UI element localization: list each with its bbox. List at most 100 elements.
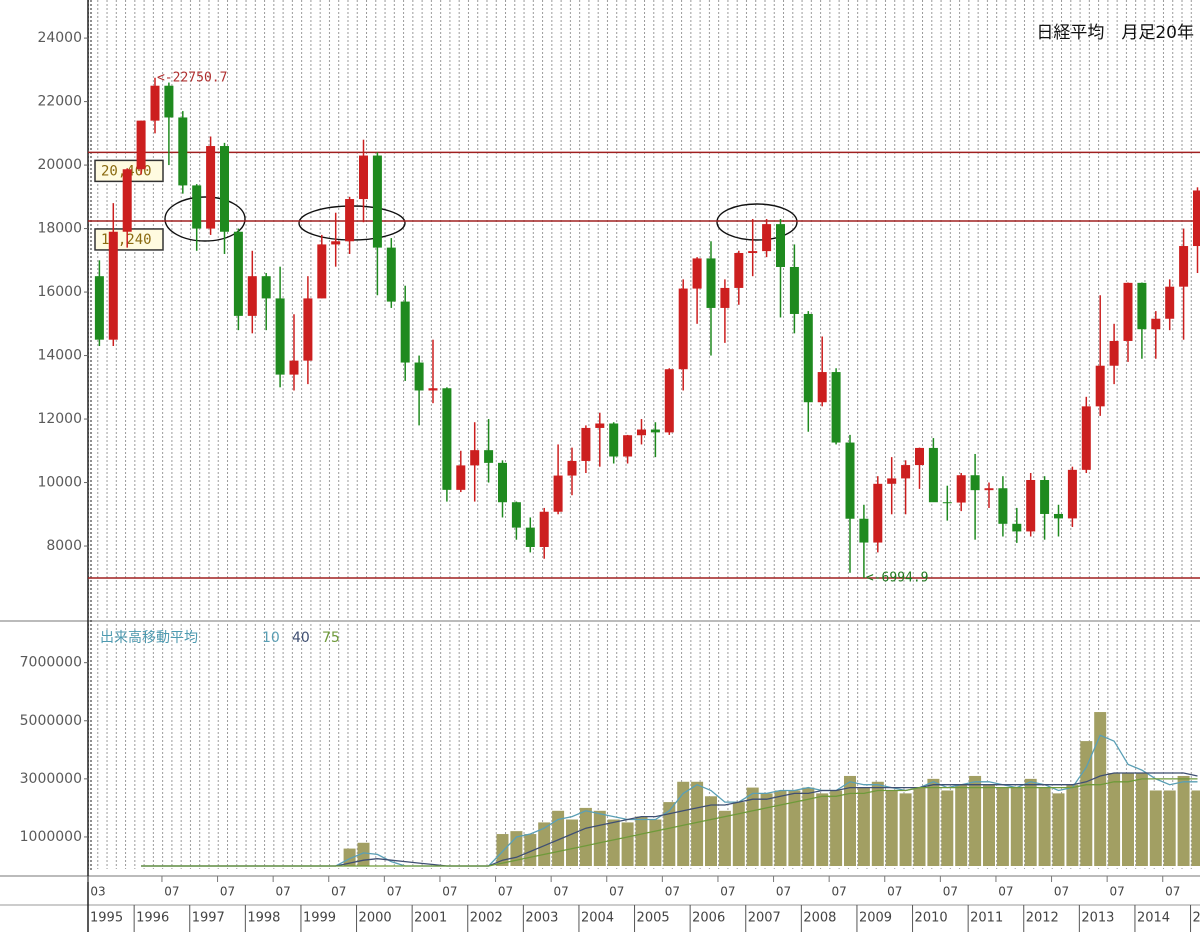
candle-body: [762, 224, 772, 252]
month-tick-label: 07: [1054, 885, 1069, 899]
candle-body: [525, 527, 535, 547]
volume-bar: [732, 802, 745, 866]
candle-body: [345, 199, 355, 242]
month-tick-label: 07: [387, 885, 402, 899]
x-tick-label: 2: [1193, 911, 1200, 926]
x-tick-label: 1996: [136, 911, 169, 926]
candle-body: [998, 488, 1008, 524]
volume-bar: [677, 781, 690, 866]
y-tick-label: 5000000: [20, 713, 82, 729]
month-tick-label: 07: [1165, 885, 1180, 899]
candle-body: [845, 442, 855, 519]
month-tick-label: 07: [998, 885, 1013, 899]
candle-body: [136, 120, 146, 170]
annotation: <-22750.7: [157, 70, 227, 85]
candle-body: [678, 288, 688, 370]
candle-body: [261, 276, 271, 299]
candle-body: [219, 146, 229, 232]
volume-bar: [1038, 787, 1051, 866]
candle-body: [664, 369, 674, 433]
volume-bar: [941, 790, 954, 866]
volume-bar: [857, 787, 870, 866]
candle-body: [1192, 190, 1200, 247]
volume-bar: [774, 790, 787, 866]
x-tick-label: 1997: [192, 911, 225, 926]
volume-bar: [1010, 787, 1023, 866]
x-tick-label: 1995: [90, 911, 123, 926]
candle-body: [497, 462, 507, 503]
candle-body: [122, 169, 132, 232]
chart-title: 日経平均 月足20年: [1036, 23, 1194, 43]
volume-bar: [704, 796, 717, 866]
volume-bar: [843, 775, 856, 866]
candle-body: [1109, 340, 1119, 366]
candle-body: [1067, 469, 1077, 519]
volume-bar: [496, 834, 509, 866]
y-tick-label: 12000: [37, 411, 82, 427]
volume-bar: [565, 819, 578, 866]
volume-bar: [802, 787, 815, 866]
month-tick-label: 07: [164, 885, 179, 899]
volume-bar: [1052, 793, 1065, 866]
candle-body: [789, 266, 799, 314]
candle-body: [609, 423, 619, 457]
volume-bar: [1080, 741, 1093, 866]
volume-bar: [996, 787, 1009, 866]
legend-entry: 75: [322, 630, 340, 646]
month-tick-label: 07: [832, 885, 847, 899]
volume-bar: [1121, 773, 1134, 866]
x-tick-label: 2002: [470, 911, 503, 926]
candle-body: [108, 231, 118, 340]
candle-body: [511, 502, 521, 528]
candle-body: [317, 244, 327, 299]
volume-bar: [830, 790, 843, 866]
month-tick-label: 07: [331, 885, 346, 899]
x-tick-label: 2000: [359, 911, 392, 926]
candle-body: [1123, 282, 1133, 341]
candle-body: [901, 465, 911, 479]
candle-body: [331, 241, 341, 245]
candle-body: [428, 388, 438, 391]
candle-body: [247, 276, 257, 316]
volume-bar: [649, 819, 662, 866]
candle-body: [636, 429, 646, 436]
x-tick-label: 1998: [247, 911, 280, 926]
month-tick-label: 03: [90, 885, 105, 899]
volume-bar: [969, 775, 982, 866]
candle-body: [442, 388, 452, 490]
candle-body: [1137, 282, 1147, 330]
candle-body: [1095, 365, 1105, 407]
volume-bar: [691, 781, 704, 866]
candle-body: [803, 313, 813, 403]
month-tick-label: 07: [665, 885, 680, 899]
candle-body: [1165, 286, 1175, 319]
candle-body: [414, 362, 424, 391]
candle-body: [1151, 318, 1161, 330]
month-tick-label: 07: [776, 885, 791, 899]
candle-body: [914, 447, 924, 466]
y-tick-label: 14000: [37, 348, 82, 364]
candle-body: [720, 287, 730, 308]
candle-body: [859, 518, 869, 543]
month-tick-label: 07: [554, 885, 569, 899]
volume-bar: [663, 802, 676, 866]
candle-body: [887, 478, 897, 484]
x-tick-label: 1999: [303, 911, 336, 926]
volume-bar: [1094, 712, 1107, 866]
volume-bar: [1066, 784, 1079, 866]
volume-bar: [718, 810, 731, 866]
candle-body: [595, 423, 605, 428]
volume-bar: [871, 781, 884, 866]
candle-body: [748, 251, 758, 254]
volume-bar: [899, 793, 912, 866]
level-label: 18,240: [101, 232, 152, 248]
volume-bar: [788, 790, 801, 866]
candle-body: [1081, 406, 1091, 470]
month-tick-label: 07: [887, 885, 902, 899]
x-tick-label: 2013: [1081, 911, 1114, 926]
candle-body: [942, 502, 952, 504]
volume-bar: [746, 787, 759, 866]
candle-body: [873, 483, 883, 543]
x-tick-label: 2007: [748, 911, 781, 926]
volume-bar: [955, 784, 968, 866]
